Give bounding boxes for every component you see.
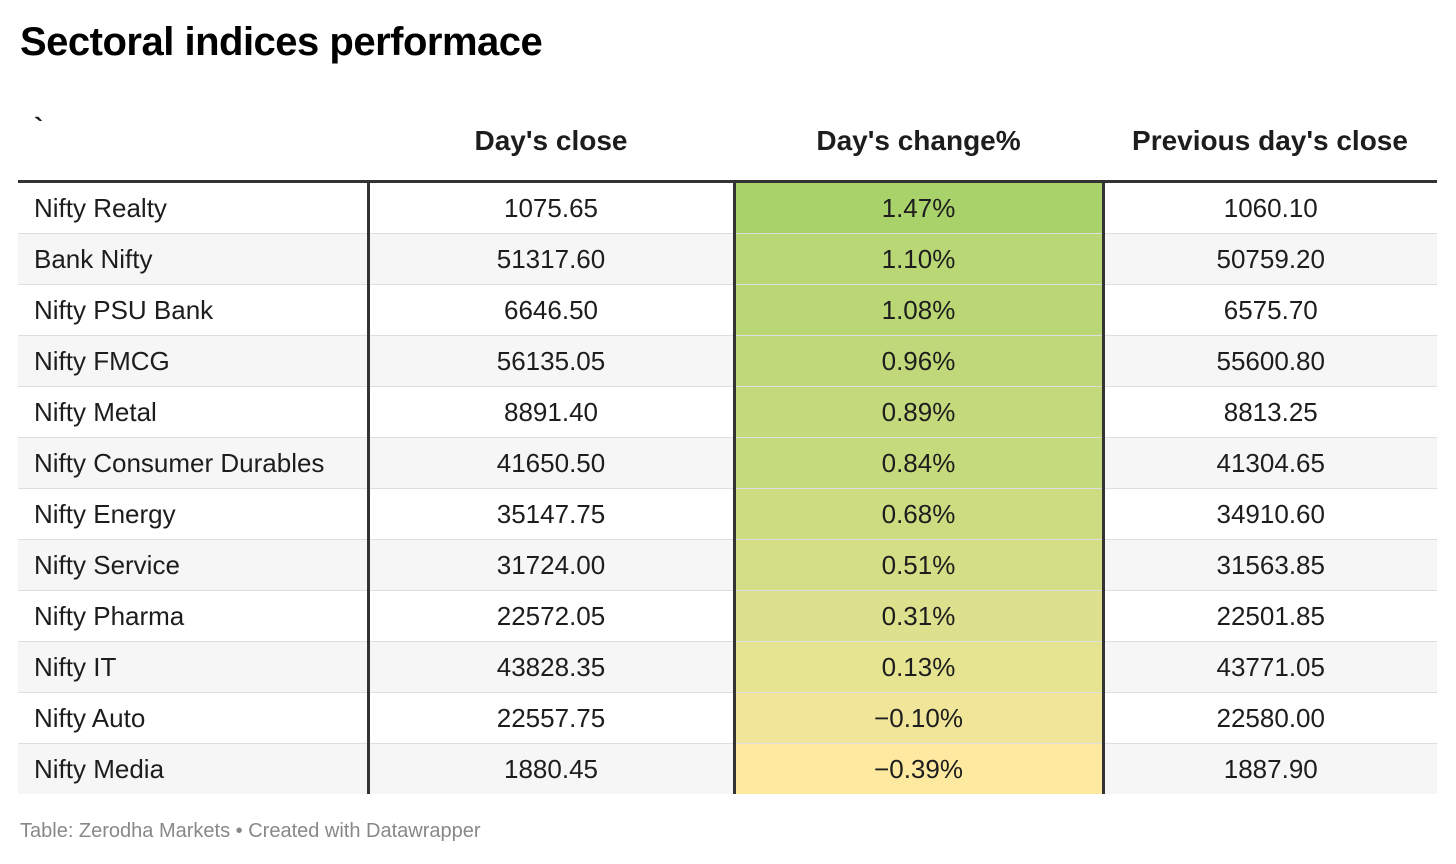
days-close-cell: 43828.35 xyxy=(368,641,736,693)
days-close-cell: 31724.00 xyxy=(368,539,736,591)
previous-close-cell: 22501.85 xyxy=(1103,590,1437,642)
days-change-cell: 0.51% xyxy=(734,539,1105,591)
days-close-cell: 51317.60 xyxy=(368,233,736,285)
index-name-cell: Nifty Pharma xyxy=(18,590,370,642)
previous-close-cell: 6575.70 xyxy=(1103,284,1437,336)
table-body: Nifty Realty 1075.65 1.47% 1060.10 Bank Nift… xyxy=(18,181,1437,794)
table-row: Bank Nifty 51317.60 1.10% 50759.20 xyxy=(18,233,1437,285)
days-change-cell: 1.47% xyxy=(734,181,1105,234)
previous-close-cell: 55600.80 xyxy=(1103,335,1437,387)
table-row: Nifty FMCG 56135.05 0.96% 55600.80 xyxy=(18,335,1437,387)
days-change-cell: 0.31% xyxy=(734,590,1105,642)
index-name-cell: Nifty Realty xyxy=(18,181,370,234)
index-name-cell: Nifty Energy xyxy=(18,488,370,540)
index-name-cell: Nifty Metal xyxy=(18,386,370,438)
source-footer: Table: Zerodha Markets • Created with Da… xyxy=(20,820,481,842)
days-change-cell: −0.10% xyxy=(734,692,1105,744)
days-change-cell: 0.89% xyxy=(734,386,1105,438)
table-row: Nifty Metal 8891.40 0.89% 8813.25 xyxy=(18,386,1437,438)
days-close-cell: 22572.05 xyxy=(368,590,736,642)
table-row: Nifty PSU Bank 6646.50 1.08% 6575.70 xyxy=(18,284,1437,336)
days-change-cell: −0.39% xyxy=(734,743,1105,794)
previous-close-cell: 34910.60 xyxy=(1103,488,1437,540)
previous-close-cell: 31563.85 xyxy=(1103,539,1437,591)
previous-close-cell: 50759.20 xyxy=(1103,233,1437,285)
index-name-cell: Nifty Media xyxy=(18,743,370,794)
days-change-cell: 1.10% xyxy=(734,233,1105,285)
days-change-cell: 1.08% xyxy=(734,284,1105,336)
column-header-days-change: Day's change% xyxy=(734,100,1103,183)
index-name-cell: Nifty Service xyxy=(18,539,370,591)
index-name-cell: Nifty Auto xyxy=(18,692,370,744)
index-name-cell: Bank Nifty xyxy=(18,233,370,285)
index-name-cell: Nifty IT xyxy=(18,641,370,693)
table-row: Nifty Pharma 22572.05 0.31% 22501.85 xyxy=(18,590,1437,642)
header-row: ` Day's close Day's change% Previous day… xyxy=(18,100,1437,183)
table-row: Nifty Consumer Durables 41650.50 0.84% 4130… xyxy=(18,437,1437,489)
previous-close-cell: 41304.65 xyxy=(1103,437,1437,489)
days-close-cell: 22557.75 xyxy=(368,692,736,744)
days-change-cell: 0.68% xyxy=(734,488,1105,540)
days-close-cell: 8891.40 xyxy=(368,386,736,438)
index-name-cell: Nifty PSU Bank xyxy=(18,284,370,336)
table-row: Nifty Auto 22557.75 −0.10% 22580.00 xyxy=(18,692,1437,744)
previous-close-cell: 1060.10 xyxy=(1103,181,1437,234)
days-close-cell: 1075.65 xyxy=(368,181,736,234)
column-header-index: ` xyxy=(18,100,368,183)
sectoral-table-container: ` Day's close Day's change% Previous day… xyxy=(18,100,1437,794)
chart-title: Sectoral indices performace xyxy=(20,20,543,64)
index-name-cell: Nifty FMCG xyxy=(18,335,370,387)
table-row: Nifty Realty 1075.65 1.47% 1060.10 xyxy=(18,181,1437,234)
index-name-cell: Nifty Consumer Durables xyxy=(18,437,370,489)
table-row: Nifty Service 31724.00 0.51% 31563.85 xyxy=(18,539,1437,591)
days-close-cell: 1880.45 xyxy=(368,743,736,794)
previous-close-cell: 22580.00 xyxy=(1103,692,1437,744)
days-close-cell: 56135.05 xyxy=(368,335,736,387)
column-header-days-close: Day's close xyxy=(368,100,734,183)
days-change-cell: 0.13% xyxy=(734,641,1105,693)
table-row: Nifty IT 43828.35 0.13% 43771.05 xyxy=(18,641,1437,693)
days-close-cell: 35147.75 xyxy=(368,488,736,540)
column-header-previous-close: Previous day's close xyxy=(1103,100,1437,183)
previous-close-cell: 43771.05 xyxy=(1103,641,1437,693)
days-change-cell: 0.84% xyxy=(734,437,1105,489)
days-close-cell: 41650.50 xyxy=(368,437,736,489)
previous-close-cell: 1887.90 xyxy=(1103,743,1437,794)
sectoral-indices-table: ` Day's close Day's change% Previous day… xyxy=(18,100,1437,794)
days-close-cell: 6646.50 xyxy=(368,284,736,336)
previous-close-cell: 8813.25 xyxy=(1103,386,1437,438)
days-change-cell: 0.96% xyxy=(734,335,1105,387)
table-row: Nifty Energy 35147.75 0.68% 34910.60 xyxy=(18,488,1437,540)
table-row: Nifty Media 1880.45 −0.39% 1887.90 xyxy=(18,743,1437,794)
